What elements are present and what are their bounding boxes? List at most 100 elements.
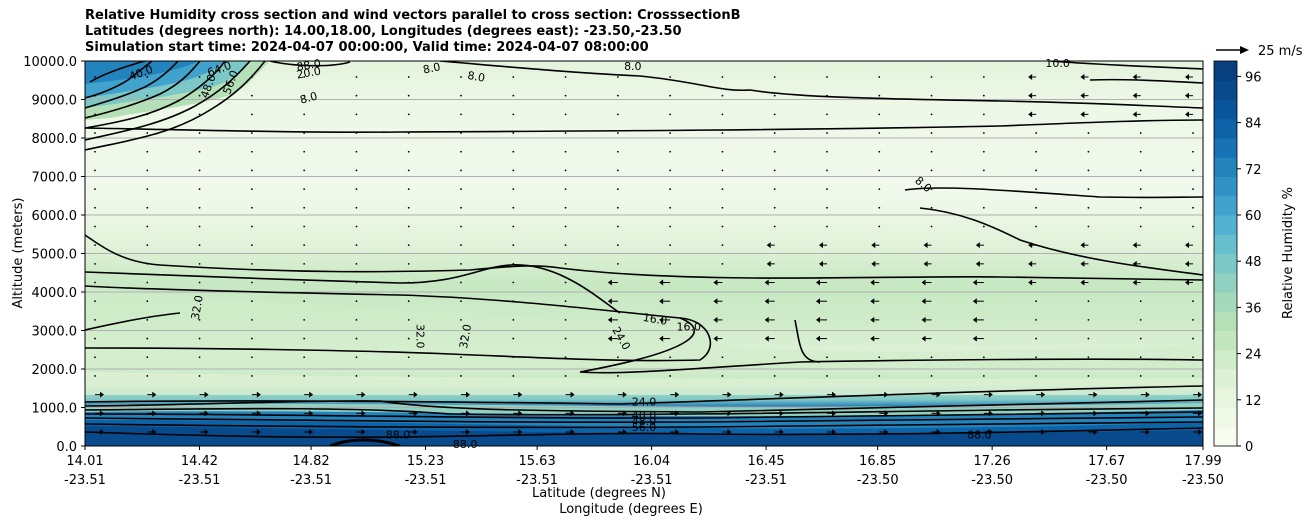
contour-line xyxy=(85,119,1203,133)
wind-vector xyxy=(198,262,201,265)
wind-vector xyxy=(878,206,881,209)
wind-vector xyxy=(1192,206,1194,209)
wind-vector xyxy=(721,76,724,78)
wind-vector-head xyxy=(972,298,977,305)
wind-vector-head xyxy=(779,429,784,435)
wind-vector xyxy=(878,188,881,191)
y-tick-label: 9000.0 xyxy=(32,94,78,109)
wind-vector xyxy=(616,188,619,191)
wind-vector xyxy=(250,300,253,303)
wind-vector-head xyxy=(466,429,470,435)
wind-vector xyxy=(1087,337,1090,340)
wind-vector-head xyxy=(204,391,209,398)
wind-vector xyxy=(460,169,462,172)
wind-vector xyxy=(198,169,201,172)
colorbar-segment xyxy=(1214,61,1237,81)
contour-line xyxy=(85,317,712,362)
wind-vector xyxy=(512,318,515,321)
y-tick-label: 7000.0 xyxy=(32,171,78,186)
wind-vector xyxy=(1192,337,1194,340)
wind-vector xyxy=(303,169,306,172)
wind-vector-head xyxy=(675,391,680,398)
wind-vector xyxy=(512,169,515,172)
wind-vector xyxy=(564,318,567,321)
contour-label: 88.0 xyxy=(453,438,478,451)
wind-vector xyxy=(826,132,828,134)
wind-vector xyxy=(1192,188,1194,191)
wind-vector xyxy=(198,206,201,209)
title-line-2: Latitudes (degrees north): 14.00,18.00, … xyxy=(85,24,682,39)
wind-vector-head xyxy=(1145,429,1150,435)
wind-vector-head xyxy=(1132,111,1137,118)
wind-vector xyxy=(1139,206,1142,209)
wind-vector xyxy=(303,206,306,209)
wind-vector-head xyxy=(816,335,820,342)
y-tick-label: 3000.0 xyxy=(32,325,78,340)
colorbar-tick-label: 60 xyxy=(1245,209,1262,224)
wind-vector-head xyxy=(713,335,718,342)
wind-vector xyxy=(564,94,567,97)
colorbar-segment xyxy=(1214,99,1237,120)
colorbar-segment xyxy=(1214,157,1237,177)
wind-vector-head xyxy=(361,391,366,398)
wind-vector xyxy=(146,94,149,97)
wind-vector xyxy=(407,337,410,340)
wind-vector xyxy=(198,94,201,97)
contour-line xyxy=(1089,78,1203,84)
wind-vector xyxy=(878,113,881,116)
wind-vector xyxy=(512,113,515,116)
wind-vector xyxy=(460,188,462,191)
wind-vector xyxy=(773,132,776,134)
y-tick-label: 4000.0 xyxy=(32,286,78,301)
wind-vector xyxy=(512,375,515,377)
wind-vector xyxy=(94,356,96,359)
contour-label: 24.0 xyxy=(632,396,657,409)
wind-vector-head xyxy=(1185,92,1189,99)
wind-vector-head xyxy=(870,335,875,342)
wind-vector xyxy=(930,94,933,97)
contour-line xyxy=(85,427,1203,439)
wind-vector xyxy=(616,76,619,78)
wind-vector xyxy=(1087,132,1090,134)
contour-line xyxy=(85,421,1203,429)
x-tick-label-lon: -23.50 xyxy=(1182,473,1224,488)
wind-vector xyxy=(94,169,96,172)
colorbar-segment xyxy=(1214,272,1237,293)
wind-vector-head xyxy=(988,391,993,398)
wind-vector-head xyxy=(766,242,771,249)
wind-vector-head xyxy=(766,260,771,267)
wind-vector xyxy=(721,206,724,209)
wind-vector-head xyxy=(975,260,980,267)
wind-vector xyxy=(564,132,567,134)
wind-vector xyxy=(826,169,828,172)
wind-vector xyxy=(930,169,933,172)
contour-label: 32.0 xyxy=(189,294,206,320)
wind-vector xyxy=(303,113,306,116)
wind-vector-head xyxy=(1093,391,1098,398)
wind-vector-head xyxy=(204,429,209,435)
wind-vector xyxy=(146,318,149,321)
wind-vector xyxy=(1139,375,1142,377)
wind-vector xyxy=(773,113,776,116)
wind-vector xyxy=(616,132,619,134)
wind-vector xyxy=(564,300,567,303)
wind-vector xyxy=(198,281,201,284)
wind-vector xyxy=(303,356,306,359)
wind-vector xyxy=(198,244,201,247)
contour-line xyxy=(85,61,266,151)
wind-vector-head xyxy=(727,391,732,398)
wind-vector xyxy=(94,281,96,284)
wind-vector-head xyxy=(1198,429,1202,435)
colorbar-segment xyxy=(1214,330,1237,351)
colorbar-tick-label: 24 xyxy=(1245,348,1262,363)
y-tick-label: 0.0 xyxy=(56,440,77,455)
wind-vector xyxy=(94,318,96,321)
wind-vector-head xyxy=(819,260,823,267)
x-tick-label-lon: -23.51 xyxy=(745,473,787,488)
colorbar-segment xyxy=(1214,195,1237,216)
wind-vector-head xyxy=(518,429,523,435)
wind-vector xyxy=(94,300,96,303)
wind-vector-head xyxy=(1080,111,1085,118)
wind-vector xyxy=(669,94,672,97)
wind-vector xyxy=(1139,337,1142,340)
